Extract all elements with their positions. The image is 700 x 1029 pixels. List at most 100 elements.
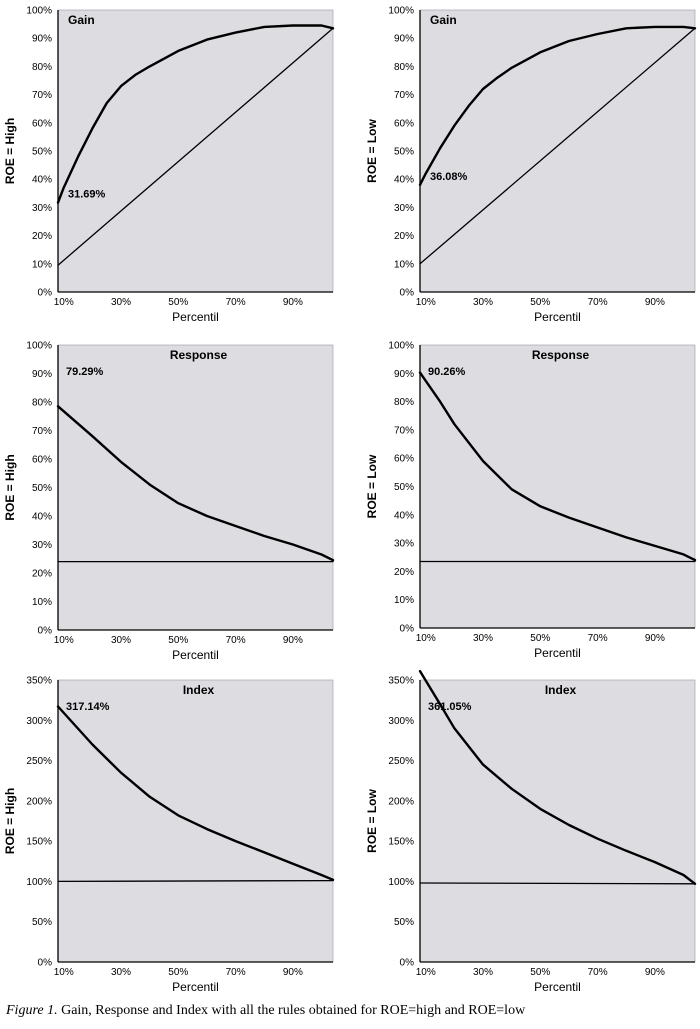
y-tick-label: 150% <box>26 837 52 848</box>
x-tick-label: 30% <box>473 967 493 978</box>
x-tick-label: 70% <box>588 633 608 644</box>
start-value-label: 317.14% <box>66 701 110 713</box>
y-tick-label: 50% <box>32 483 52 494</box>
y-tick-label: 80% <box>394 62 414 73</box>
y-tick-label: 10% <box>394 259 414 270</box>
figure: 0%10%20%30%40%50%60%70%80%90%100%10% 30% 5… <box>3 6 697 994</box>
y-tick-label: 20% <box>32 231 52 242</box>
x-tick-label: 90% <box>645 967 665 978</box>
start-value-label: 90.26% <box>428 366 466 378</box>
x-tick-label: 50% <box>530 297 550 308</box>
y-tick-label: 40% <box>394 175 414 186</box>
y-axis-title: ROE = High <box>3 454 17 520</box>
y-tick-label: 10% <box>32 597 52 608</box>
y-tick-label: 40% <box>32 175 52 186</box>
y-axis-title: ROE = Low <box>365 789 379 853</box>
x-axis-title: Percentil <box>534 980 581 994</box>
x-tick-label: 50% <box>168 967 188 978</box>
y-tick-label: 10% <box>32 259 52 270</box>
y-tick-label: 0% <box>400 288 415 299</box>
chart-panel-2: 0%10%20%30%40%50%60%70%80%90%100%10% 30% 5… <box>365 6 697 324</box>
y-tick-label: 90% <box>394 369 414 380</box>
y-tick-label: 100% <box>388 341 414 352</box>
chart-title: Gain <box>68 13 95 27</box>
y-tick-label: 250% <box>388 756 414 767</box>
y-tick-label: 90% <box>32 34 52 45</box>
baseline-line <box>419 27 696 265</box>
y-tick-label: 200% <box>388 796 414 807</box>
y-tick-label: 0% <box>400 958 415 969</box>
y-tick-label: 0% <box>38 626 53 637</box>
y-tick-label: 90% <box>394 34 414 45</box>
y-tick-label: 30% <box>394 203 414 214</box>
y-tick-label: 60% <box>32 455 52 466</box>
y-axis-title: ROE = High <box>3 118 17 184</box>
plot-area <box>419 9 696 293</box>
y-tick-label: 50% <box>394 482 414 493</box>
y-tick-label: 80% <box>32 62 52 73</box>
y-tick-label: 250% <box>26 756 52 767</box>
x-tick-label: 70% <box>226 967 246 978</box>
x-tick-label: 50% <box>168 635 188 646</box>
model-curve <box>56 705 335 881</box>
x-tick-label: 30% <box>473 633 493 644</box>
y-tick-label: 100% <box>26 341 52 352</box>
y-tick-label: 10% <box>394 595 414 606</box>
x-tick-label: 90% <box>645 633 665 644</box>
y-tick-label: 80% <box>32 398 52 409</box>
x-tick-label: 50% <box>168 297 188 308</box>
caption-figure-ref: Figure 1. <box>6 1003 58 1018</box>
y-tick-label: 100% <box>388 877 414 888</box>
y-tick-label: 70% <box>394 425 414 436</box>
y-tick-label: 40% <box>394 510 414 521</box>
y-tick-label: 0% <box>400 624 415 635</box>
y-tick-label: 300% <box>26 716 52 727</box>
y-tick-label: 90% <box>32 369 52 380</box>
y-tick-label: 70% <box>394 90 414 101</box>
chart-panel-3: 0%10%20%30%40%50%60%70%80%90%100%10% 30% 5… <box>3 341 335 662</box>
chart-title: Response <box>170 348 228 362</box>
y-tick-label: 40% <box>32 512 52 523</box>
y-tick-label: 70% <box>32 426 52 437</box>
y-tick-label: 50% <box>32 917 52 928</box>
x-tick-label: 70% <box>588 297 608 308</box>
x-tick-label: 10% <box>416 633 436 644</box>
plot-area <box>419 679 696 963</box>
baseline-line <box>419 882 696 885</box>
y-tick-label: 60% <box>394 118 414 129</box>
y-tick-label: 0% <box>38 288 53 299</box>
x-tick-label: 50% <box>530 633 550 644</box>
x-tick-label: 90% <box>645 297 665 308</box>
x-tick-label: 70% <box>226 297 246 308</box>
model-curve <box>418 25 697 187</box>
baseline-line <box>57 27 334 266</box>
y-tick-label: 100% <box>26 6 52 17</box>
model-curve <box>56 24 335 204</box>
x-tick-label: 90% <box>283 297 303 308</box>
y-tick-label: 20% <box>32 569 52 580</box>
start-value-label: 79.29% <box>66 366 104 378</box>
plot-area <box>57 9 334 293</box>
chart-title: Index <box>545 683 577 697</box>
caption-text: Gain, Response and Index with all the ru… <box>57 1003 526 1018</box>
y-tick-label: 0% <box>38 958 53 969</box>
x-tick-label: 10% <box>54 297 74 308</box>
y-tick-label: 30% <box>32 203 52 214</box>
x-tick-label: 10% <box>416 297 436 308</box>
x-tick-label: 10% <box>54 967 74 978</box>
y-tick-label: 300% <box>388 716 414 727</box>
x-tick-label: 30% <box>473 297 493 308</box>
y-tick-label: 20% <box>394 231 414 242</box>
y-tick-label: 50% <box>394 917 414 928</box>
y-tick-label: 20% <box>394 567 414 578</box>
y-tick-label: 70% <box>32 90 52 101</box>
model-curve <box>418 669 697 885</box>
model-curve <box>56 405 335 562</box>
x-tick-label: 70% <box>226 635 246 646</box>
chart-panel-6: 0% 50% 100% 150% 200% 250% 300% 350% 10% 30% 50% 70… <box>365 669 697 994</box>
y-tick-label: 150% <box>388 837 414 848</box>
x-axis-title: Percentil <box>534 646 581 660</box>
chart-title: Index <box>183 683 215 697</box>
chart-panel-1: 0%10%20%30%40%50%60%70%80%90%100%10% 30% 5… <box>3 6 335 324</box>
chart-title: Response <box>532 348 590 362</box>
